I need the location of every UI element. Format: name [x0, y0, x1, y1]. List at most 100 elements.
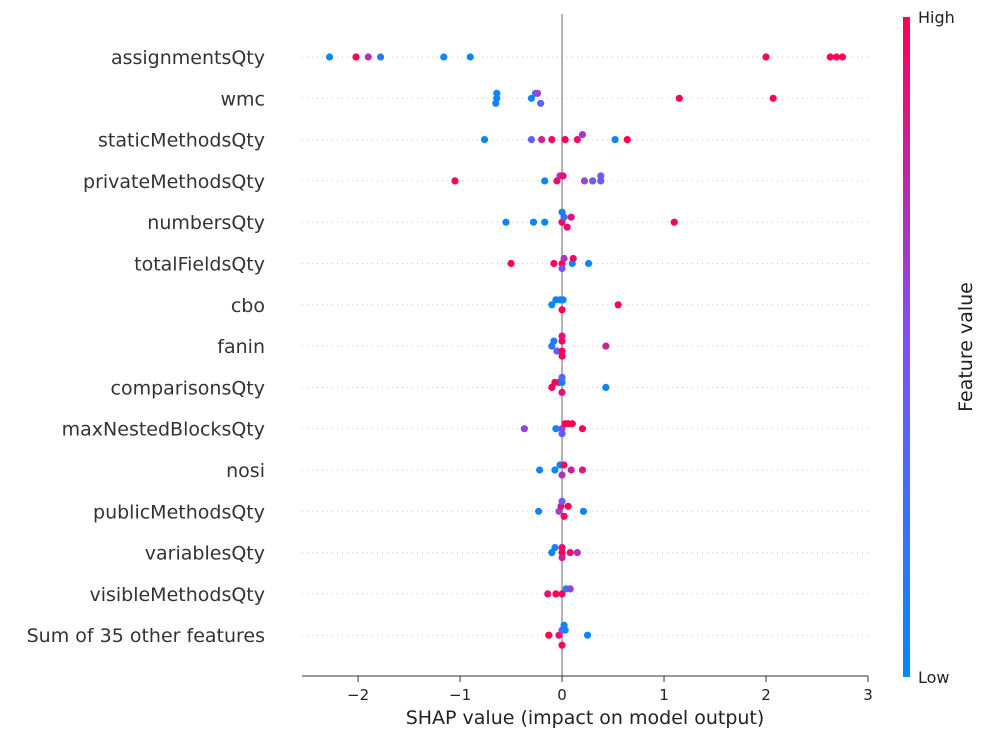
- data-point: [566, 585, 574, 593]
- feature-label: staticMethodsQty: [98, 130, 265, 152]
- feature-label: fanin: [217, 336, 265, 358]
- data-point: [520, 425, 528, 433]
- feature-label: comparisonsQty: [111, 377, 266, 399]
- feature-label: totalFieldsQty: [134, 254, 265, 276]
- feature-label: assignmentsQty: [111, 47, 265, 69]
- data-point: [611, 136, 619, 144]
- colorbar-high-label: High: [918, 8, 955, 27]
- data-point: [583, 631, 592, 639]
- data-point: [493, 89, 501, 97]
- data-point: [560, 512, 568, 520]
- data-point: [602, 342, 610, 350]
- data-point: [545, 631, 553, 639]
- data-point: [533, 89, 542, 97]
- data-point: [670, 218, 678, 226]
- data-point: [563, 223, 571, 231]
- data-point: [623, 136, 631, 144]
- data-point: [573, 136, 581, 144]
- data-point: [560, 254, 568, 263]
- data-point: [578, 131, 587, 139]
- data-point: [558, 590, 566, 598]
- data-point: [564, 502, 572, 510]
- data-point: [559, 172, 567, 180]
- data-point: [558, 497, 566, 505]
- data-point: [558, 352, 566, 360]
- data-point: [538, 136, 546, 144]
- feature-rows: assignmentsQty wmc staticMethodsQty private…: [27, 47, 868, 647]
- data-point: [558, 471, 566, 479]
- data-point: [551, 466, 559, 474]
- data-point: [502, 218, 510, 226]
- feature-label: wmc: [221, 88, 266, 110]
- colorbar: High Low Feature value: [903, 8, 977, 687]
- data-point: [558, 378, 566, 386]
- colorbar-title: Feature value: [955, 282, 977, 412]
- data-point: [602, 383, 610, 391]
- data-point: [544, 590, 552, 598]
- data-point: [826, 53, 834, 61]
- data-point: [440, 53, 448, 61]
- data-points: [325, 53, 847, 649]
- data-point: [536, 466, 544, 474]
- data-point: [507, 259, 515, 268]
- data-point: [832, 53, 840, 61]
- feature-label: cbo: [231, 295, 265, 317]
- x-axis-label: SHAP value (impact on model output): [406, 707, 765, 729]
- data-point: [537, 99, 545, 107]
- data-point: [558, 337, 566, 345]
- colorbar-gradient: [903, 17, 910, 677]
- data-point: [559, 296, 567, 304]
- data-point: [579, 507, 588, 515]
- data-point: [558, 347, 566, 355]
- data-point: [558, 544, 566, 552]
- x-tick-label: 0: [557, 686, 567, 704]
- data-point: [527, 94, 536, 102]
- data-point: [578, 466, 587, 474]
- data-point: [560, 621, 568, 629]
- data-point: [551, 544, 559, 552]
- data-point: [558, 549, 566, 557]
- feature-label: visibleMethodsQty: [89, 584, 265, 606]
- data-point: [548, 301, 556, 309]
- data-point: [769, 94, 777, 102]
- data-point: [541, 218, 549, 226]
- x-tick-label: 2: [761, 686, 771, 704]
- data-point: [838, 53, 847, 61]
- feature-label: variablesQty: [145, 543, 265, 565]
- data-point: [492, 99, 500, 107]
- data-point: [614, 301, 622, 309]
- data-point: [558, 332, 566, 340]
- data-point: [675, 94, 683, 102]
- feature-label: maxNestedBlocksQty: [62, 419, 265, 441]
- data-point: [567, 466, 575, 474]
- feature-label: publicMethodsQty: [93, 501, 265, 523]
- data-point: [584, 259, 593, 268]
- x-tick-label: 3: [863, 686, 873, 704]
- data-point: [567, 213, 575, 221]
- data-point: [541, 177, 549, 185]
- data-point: [325, 53, 334, 61]
- x-axis: −2 −1 0 1 2 3: [302, 675, 873, 704]
- data-point: [580, 177, 589, 185]
- data-point: [558, 554, 566, 562]
- data-point: [561, 136, 569, 144]
- data-point: [558, 306, 566, 314]
- data-point: [569, 254, 577, 263]
- data-point: [552, 590, 560, 598]
- data-point: [573, 549, 581, 557]
- data-point: [558, 373, 566, 381]
- colorbar-low-label: Low: [918, 668, 950, 687]
- data-point: [364, 53, 372, 61]
- x-tick-label: −1: [449, 686, 471, 704]
- x-tick-label: −2: [347, 686, 369, 704]
- data-point: [568, 420, 576, 428]
- data-point: [466, 53, 474, 61]
- data-point: [451, 177, 459, 185]
- data-point: [558, 264, 566, 273]
- data-point: [558, 208, 566, 216]
- data-point: [558, 430, 566, 438]
- data-point: [529, 218, 538, 226]
- data-point: [376, 53, 385, 61]
- data-point: [566, 549, 574, 557]
